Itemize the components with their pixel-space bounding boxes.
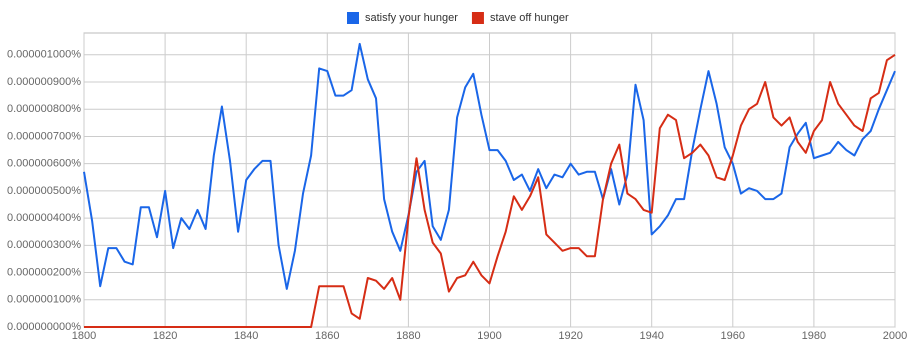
legend-label: satisfy your hunger (365, 12, 458, 24)
y-tick-label: 0.000000400% (7, 212, 81, 224)
legend-swatch (471, 12, 484, 24)
x-tick-label: 1980 (802, 330, 826, 342)
y-tick-label: 0.000001000% (7, 49, 81, 61)
x-tick-label: 1900 (477, 330, 501, 342)
x-tick-label: 1800 (72, 330, 96, 342)
y-tick-label: 0.000000000% (7, 321, 81, 333)
y-tick-label: 0.000000600% (7, 158, 81, 170)
x-tick-label: 1920 (558, 330, 582, 342)
x-tick-label: 1960 (721, 330, 745, 342)
y-tick-label: 0.000000800% (7, 103, 81, 115)
legend-label: stave off hunger (490, 12, 569, 24)
legend-swatch (347, 12, 359, 24)
y-tick-label: 0.000000100% (7, 294, 81, 306)
x-tick-label: 1940 (639, 330, 663, 342)
y-tick-label: 0.000000700% (7, 130, 81, 142)
y-tick-label: 0.000000200% (7, 266, 81, 278)
x-tick-label: 1820 (153, 330, 177, 342)
y-tick-label: 0.000000900% (7, 76, 81, 88)
y-tick-label: 0.000000500% (7, 185, 81, 197)
x-tick-label: 1860 (315, 330, 339, 342)
series-line (84, 53, 896, 328)
y-tick-label: 0.000000300% (7, 239, 81, 251)
x-tick-label: 1880 (396, 330, 420, 342)
x-tick-label: 1840 (234, 330, 258, 342)
series-line (83, 42, 896, 290)
x-tick-label: 2000 (883, 330, 907, 342)
